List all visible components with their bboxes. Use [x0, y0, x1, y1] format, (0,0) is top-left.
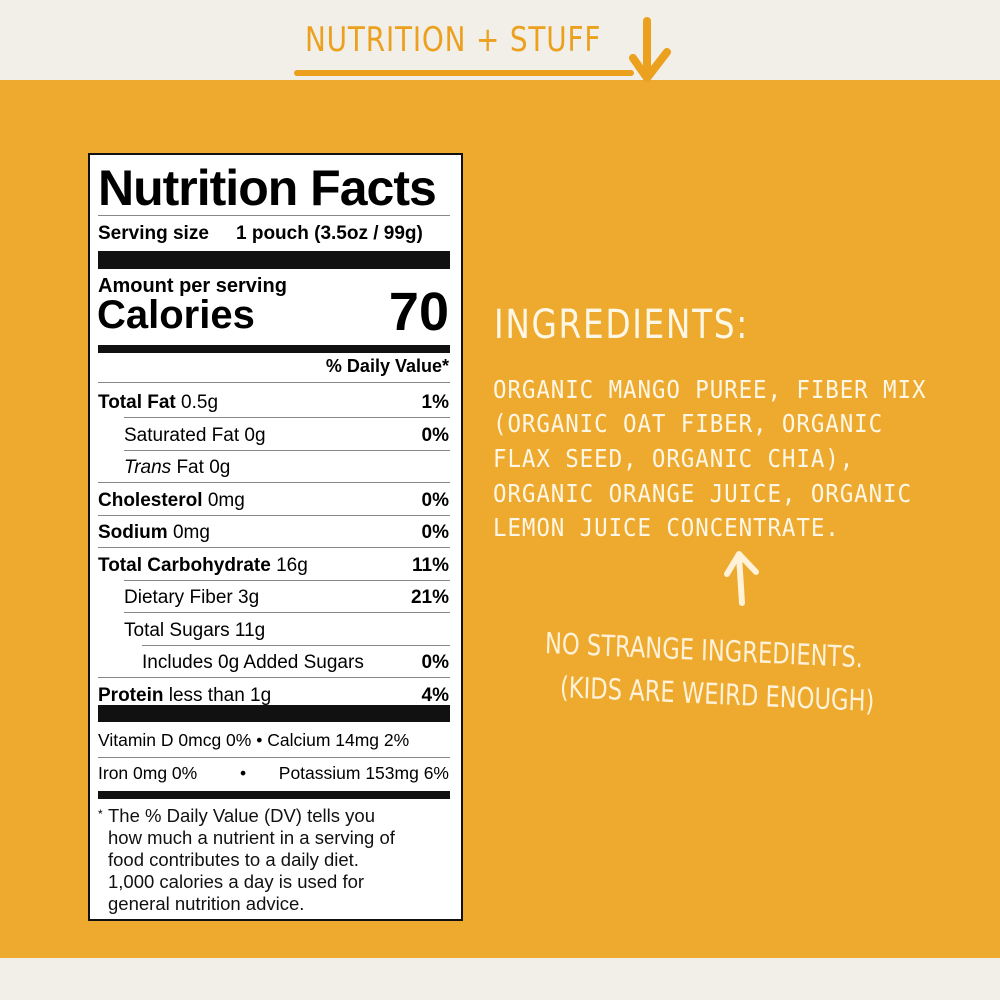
nutrient-name: Dietary Fiber 3g [124, 587, 259, 609]
nutrient-amount: 0g [209, 457, 231, 478]
nutrition-facts-label: Nutrition Facts Serving size 1 pouch (3.… [88, 153, 463, 921]
divider [124, 417, 450, 418]
nutrient-name: Trans Fat 0g [124, 457, 230, 479]
divider [98, 482, 450, 483]
arrow-down-icon [629, 17, 671, 82]
nutrient-name: Protein less than 1g [98, 685, 271, 707]
nutrient-amount: 3g [238, 587, 260, 608]
nutrient-daily-value: 11% [412, 554, 449, 576]
nutrient-label: Total Carbohydrate [98, 554, 271, 576]
ingredients-line: ORGANIC ORANGE JUICE, ORGANIC [493, 479, 912, 508]
divider [98, 514, 450, 516]
divider [142, 644, 450, 646]
nutrient-row: Total Carbohydrate 16g 11% [98, 549, 450, 581]
nutrient-daily-value: 0% [421, 652, 449, 673]
footnote-line: 1,000 calories a day is used for [108, 871, 365, 892]
nutrient-label: Total Fat [98, 392, 176, 413]
nutrient-name: Includes 0g Added Sugars [142, 652, 364, 674]
iron: Iron 0mg 0% [98, 763, 198, 783]
nutrient-daily-value: 0% [421, 424, 449, 446]
ingredients-line: LEMON JUICE CONCENTRATE. [493, 513, 840, 542]
daily-value-header: % Daily Value* [325, 356, 449, 376]
ingredients-line: FLAX SEED, ORGANIC CHIA), [493, 444, 855, 473]
footnote: The % Daily Value (DV) tells you how muc… [108, 805, 395, 915]
footnote-star: * [98, 807, 103, 821]
bullet: • [240, 763, 247, 783]
nutrient-label-suffix: Fat [176, 457, 204, 478]
divider [98, 677, 450, 678]
nutrient-label: Total Sugars [124, 619, 230, 641]
calories-label: Calories [97, 293, 255, 337]
nutrient-daily-value: 0% [421, 489, 449, 511]
nutrient-name: Cholesterol 0mg [98, 490, 245, 512]
nutrient-name: Total Fat 0.5g [98, 392, 218, 414]
nutrient-name: Total Carbohydrate 16g [98, 555, 308, 577]
nutrient-amount: 0mg [207, 489, 245, 511]
nutrient-label: Protein [98, 684, 164, 706]
section-title: NUTRITION + STUFF [305, 20, 602, 60]
potassium: Potassium 153mg 6% [278, 763, 449, 783]
serving-size-label: Serving size [98, 223, 209, 244]
vitamins-line-1: Vitamin D 0mcg 0% • Calcium 14mg 2% [98, 730, 410, 750]
nutrient-label: Dietary Fiber [124, 587, 233, 608]
nutrient-daily-value: 1% [421, 392, 449, 413]
divider [124, 449, 450, 451]
nutrient-amount: less than 1g [168, 684, 272, 706]
nutrient-label: Sodium [98, 522, 168, 543]
serving-size-value: 1 pouch (3.5oz / 99g) [236, 223, 423, 244]
nutrient-row: Cholesterol 0mg 0% [98, 484, 450, 516]
nutrient-label: Trans [124, 457, 172, 478]
nutrient-label: Includes 0g Added Sugars [142, 652, 364, 673]
nutrient-name: Saturated Fat 0g [124, 425, 266, 447]
arrow-up-icon [724, 551, 759, 606]
nutrient-row: Saturated Fat 0g 0% [98, 419, 450, 451]
footnote-line: how much a nutrient in a serving of [108, 827, 395, 848]
ingredients-line: (ORGANIC OAT FIBER, ORGANIC [493, 409, 884, 438]
ingredients-title: INGREDIENTS: [494, 302, 749, 348]
nutrient-row: Trans Fat 0g [98, 451, 450, 483]
divider [124, 579, 450, 581]
divider [98, 547, 450, 548]
nutrient-label: Cholesterol [98, 489, 203, 511]
nutrient-amount: 11g [234, 619, 266, 641]
nutrient-daily-value: 0% [421, 522, 449, 543]
nutrient-row: Dietary Fiber 3g 21% [98, 581, 450, 613]
nutrient-row: Includes 0g Added Sugars 0% [98, 646, 450, 678]
amount-per-serving: Amount per serving [98, 275, 287, 297]
nutrient-amount: 0g [244, 424, 266, 446]
nutrient-amount: 0mg [172, 522, 210, 543]
divider [124, 612, 450, 613]
nutrient-name: Sodium 0mg [98, 522, 210, 544]
footnote-line: food contributes to a daily diet. [108, 849, 359, 870]
nutrient-row: Protein less than 1g 4% [98, 679, 450, 711]
nutrient-daily-value: 4% [421, 684, 449, 706]
nutrient-amount: 0.5g [181, 392, 219, 413]
nutrient-row: Sodium 0mg 0% [98, 516, 450, 548]
label-title: Nutrition Facts [98, 160, 437, 216]
nutrient-name: Total Sugars 11g [124, 620, 265, 642]
nutrient-amount: 16g [276, 554, 308, 576]
nutrient-row: Total Sugars 11g [98, 614, 450, 646]
ingredients-line: ORGANIC MANGO PUREE, FIBER MIX [493, 375, 927, 404]
footnote-line: The % Daily Value (DV) tells you [108, 805, 375, 826]
nutrient-row: Total Fat 0.5g 1% [98, 386, 450, 418]
calories-value: 70 [388, 282, 449, 342]
title-underline [294, 70, 634, 76]
nutrient-daily-value: 21% [410, 587, 449, 608]
nutrient-label: Saturated Fat [124, 424, 240, 446]
footnote-line: general nutrition advice. [108, 893, 305, 914]
